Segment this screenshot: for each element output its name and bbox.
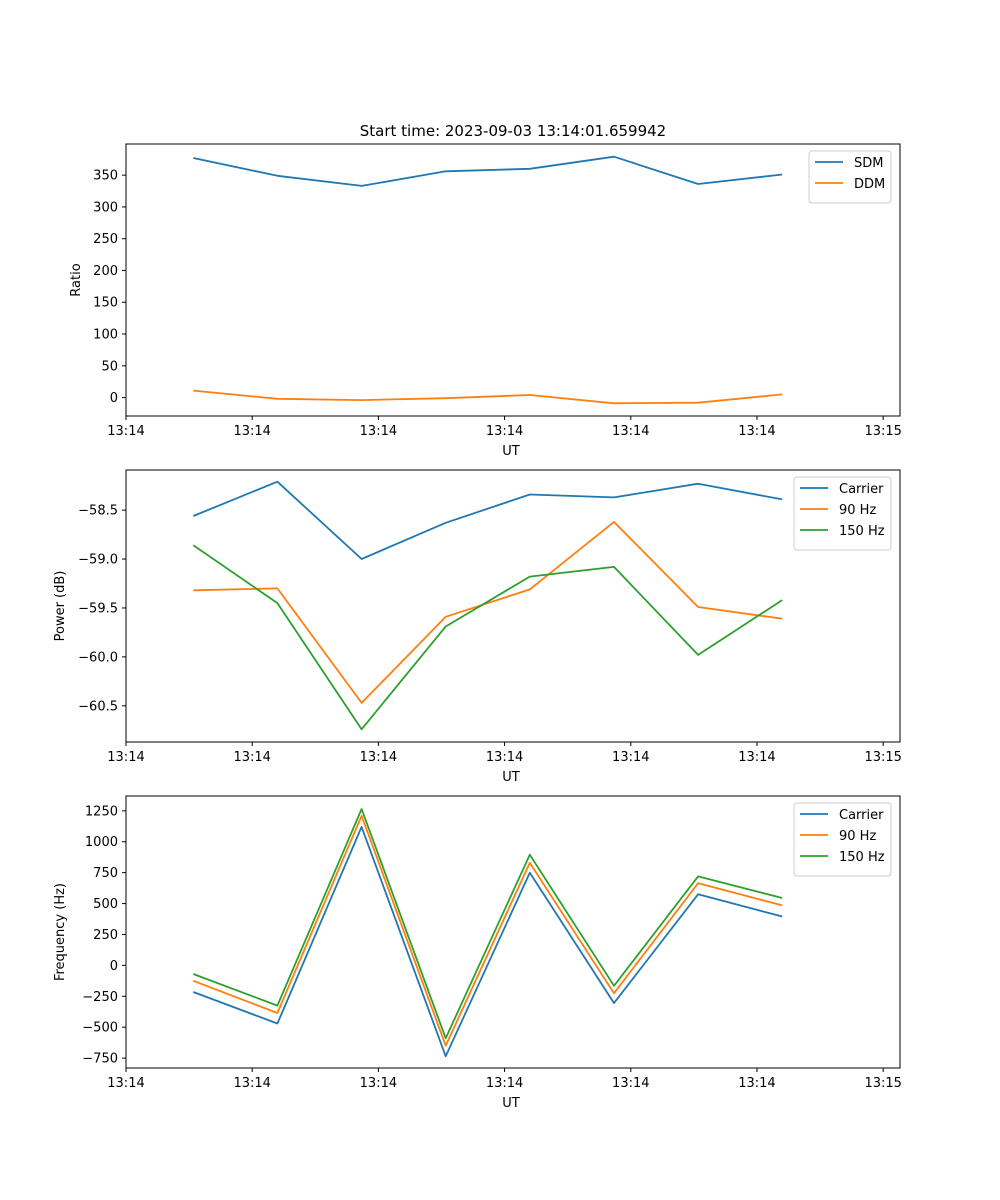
x-axis-label: UT xyxy=(502,770,520,785)
plot-frame xyxy=(125,143,901,417)
x-tick-label: 13:15 xyxy=(864,1076,901,1091)
y-tick-label: −250 xyxy=(82,990,118,1005)
legend-label: 90 Hz xyxy=(839,829,876,844)
x-tick-label: 13:14 xyxy=(107,424,144,439)
y-tick-label: −60.0 xyxy=(78,650,118,665)
legend-box xyxy=(808,150,892,204)
y-tick-label: −750 xyxy=(82,1052,118,1067)
legend-label: SDM xyxy=(854,156,883,171)
legend-label: 150 Hz xyxy=(839,850,885,865)
x-tick-label: 13:14 xyxy=(107,750,144,765)
y-tick-label: 0 xyxy=(110,959,118,974)
legend-label: Carrier xyxy=(839,808,884,823)
legend-box xyxy=(793,802,892,877)
series-line-150-hz xyxy=(192,544,783,731)
y-axis-label: Power (dB) xyxy=(53,571,68,642)
y-tick-label: −59.0 xyxy=(78,553,118,568)
y-tick-label: 500 xyxy=(93,897,118,912)
x-tick-label: 13:14 xyxy=(486,750,523,765)
x-tick-label: 13:15 xyxy=(864,750,901,765)
series-line-sdm xyxy=(193,155,783,187)
x-tick-label: 13:14 xyxy=(233,424,270,439)
x-tick-label: 13:15 xyxy=(864,424,901,439)
y-tick-label: −59.5 xyxy=(78,601,118,616)
x-axis-label: UT xyxy=(502,444,520,459)
y-tick-label: −500 xyxy=(82,1021,118,1036)
legend: SDM DDM xyxy=(808,150,892,204)
y-axis-label: Frequency (Hz) xyxy=(53,883,68,981)
y-tick-label: 750 xyxy=(93,866,118,881)
series-line-ddm xyxy=(193,389,783,405)
chart-3: 13:14 13:14 13:14 13:14 13:14 13:14 13:15 −750 −… xyxy=(53,795,902,1111)
y-tick-label: 150 xyxy=(93,296,118,311)
y-tick-label: 200 xyxy=(93,264,118,279)
y-tick-label: −58.5 xyxy=(78,504,118,519)
x-tick-label: 13:14 xyxy=(486,1076,523,1091)
y-tick-label: 250 xyxy=(93,928,118,943)
x-tick-label: 13:14 xyxy=(738,1076,775,1091)
legend-label: 150 Hz xyxy=(839,524,885,539)
y-tick-label: −60.5 xyxy=(78,699,118,714)
y-tick-label: 50 xyxy=(101,359,118,374)
charts-container: 13:14 13:14 13:14 13:14 13:14 13:14 13:15 0 50 10… xyxy=(53,143,902,1111)
legend-box xyxy=(793,476,892,551)
x-tick-label: 13:14 xyxy=(738,750,775,765)
y-tick-label: 350 xyxy=(93,169,118,184)
legend-label: DDM xyxy=(854,177,885,192)
series-line-90-hz xyxy=(192,814,783,1047)
plot-frame xyxy=(125,469,901,743)
x-tick-label: 13:14 xyxy=(360,1076,397,1091)
x-tick-label: 13:14 xyxy=(612,1076,649,1091)
legend: Carrier 90 Hz 150 Hz xyxy=(793,476,892,551)
x-tick-label: 13:14 xyxy=(233,1076,270,1091)
y-axis-label: Ratio xyxy=(69,263,84,296)
series-line-150-hz xyxy=(192,808,783,1040)
y-tick-label: 1000 xyxy=(85,835,118,850)
x-tick-label: 13:14 xyxy=(738,424,775,439)
x-axis-label: UT xyxy=(502,1096,520,1111)
y-tick-label: 300 xyxy=(93,200,118,215)
y-tick-label: 1250 xyxy=(85,804,118,819)
x-tick-label: 13:14 xyxy=(360,750,397,765)
y-tick-label: 0 xyxy=(110,391,118,406)
plot-frame xyxy=(125,795,901,1069)
x-tick-label: 13:14 xyxy=(612,750,649,765)
series-line-90-hz xyxy=(193,521,783,704)
x-tick-label: 13:14 xyxy=(107,1076,144,1091)
legend: Carrier 90 Hz 150 Hz xyxy=(793,802,892,877)
legend-label: 90 Hz xyxy=(839,503,876,518)
series-line-carrier xyxy=(192,826,783,1058)
figure-title: Start time: 2023-09-03 13:14:01.659942 xyxy=(360,122,666,140)
x-tick-label: 13:14 xyxy=(233,750,270,765)
chart-1: 13:14 13:14 13:14 13:14 13:14 13:14 13:15 0 50 10… xyxy=(69,143,902,459)
y-tick-label: 250 xyxy=(93,232,118,247)
x-tick-label: 13:14 xyxy=(612,424,649,439)
chart-2: 13:14 13:14 13:14 13:14 13:14 13:14 13:15 −60.5… xyxy=(53,469,902,785)
series-line-carrier xyxy=(192,480,783,560)
y-tick-label: 100 xyxy=(93,328,118,343)
legend-label: Carrier xyxy=(839,482,884,497)
x-tick-label: 13:14 xyxy=(486,424,523,439)
x-tick-label: 13:14 xyxy=(360,424,397,439)
